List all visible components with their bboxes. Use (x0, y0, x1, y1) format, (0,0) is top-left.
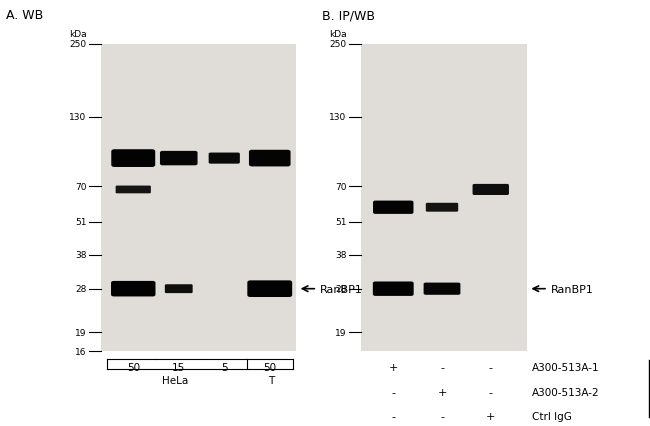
Text: B. IP/WB: B. IP/WB (322, 9, 375, 22)
FancyBboxPatch shape (111, 281, 155, 297)
Text: 5: 5 (221, 362, 228, 372)
Text: HeLa: HeLa (162, 375, 188, 385)
Text: 19: 19 (75, 328, 86, 337)
Text: 16: 16 (75, 347, 86, 356)
FancyBboxPatch shape (249, 150, 291, 167)
Text: 28: 28 (75, 285, 86, 294)
Text: kDa: kDa (329, 29, 346, 39)
Text: A. WB: A. WB (6, 9, 44, 22)
Text: 28: 28 (335, 285, 346, 294)
Text: IP: IP (649, 383, 650, 393)
Text: 130: 130 (329, 113, 346, 122)
FancyBboxPatch shape (373, 282, 413, 296)
FancyBboxPatch shape (209, 153, 240, 164)
Text: -: - (489, 362, 493, 372)
Text: 50: 50 (263, 362, 276, 372)
Text: 38: 38 (335, 250, 346, 259)
Text: kDa: kDa (69, 29, 86, 39)
Text: -: - (391, 387, 395, 397)
Text: +: + (389, 362, 398, 372)
Text: 70: 70 (335, 182, 346, 191)
FancyBboxPatch shape (116, 186, 151, 194)
Text: 51: 51 (75, 218, 86, 227)
Text: 70: 70 (75, 182, 86, 191)
Text: +: + (486, 412, 495, 421)
Text: -: - (489, 387, 493, 397)
Text: 38: 38 (75, 250, 86, 259)
Text: A300-513A-1: A300-513A-1 (532, 362, 599, 372)
Text: 50: 50 (127, 362, 140, 372)
FancyBboxPatch shape (247, 281, 292, 297)
Bar (361, 45, 526, 351)
Text: RanBP1: RanBP1 (320, 284, 363, 294)
Text: 130: 130 (69, 113, 86, 122)
FancyBboxPatch shape (424, 283, 460, 295)
Text: T: T (268, 375, 274, 385)
FancyBboxPatch shape (111, 150, 155, 167)
FancyBboxPatch shape (373, 201, 413, 214)
Text: RanBP1: RanBP1 (551, 284, 593, 294)
Text: 19: 19 (335, 328, 346, 337)
Text: 250: 250 (330, 40, 346, 49)
FancyBboxPatch shape (160, 152, 198, 166)
Bar (101, 45, 296, 351)
Text: 250: 250 (70, 40, 86, 49)
Text: -: - (440, 362, 444, 372)
Text: -: - (440, 412, 444, 421)
Text: 51: 51 (335, 218, 346, 227)
FancyBboxPatch shape (473, 184, 509, 196)
FancyBboxPatch shape (426, 203, 458, 212)
Text: 15: 15 (172, 362, 185, 372)
Text: Ctrl IgG: Ctrl IgG (532, 412, 571, 421)
Text: -: - (391, 412, 395, 421)
Text: +: + (437, 387, 447, 397)
Text: A300-513A-2: A300-513A-2 (532, 387, 599, 397)
FancyBboxPatch shape (165, 285, 192, 294)
